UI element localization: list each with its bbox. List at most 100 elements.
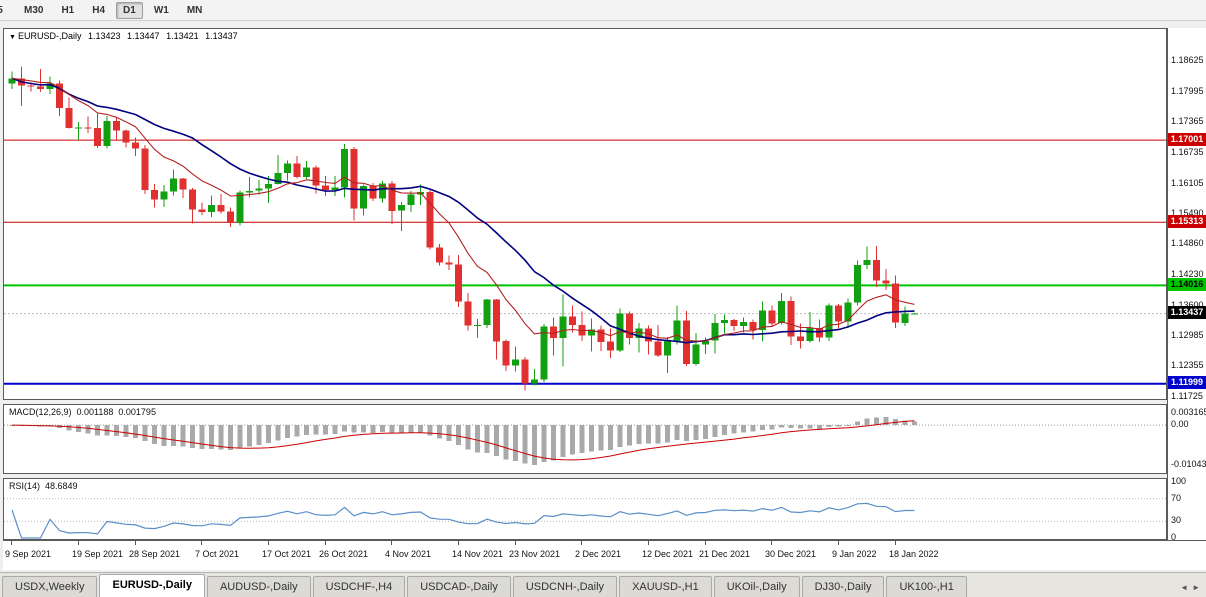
ma-fast-line [11, 77, 915, 342]
chart-tab-usdcnh-daily[interactable]: USDCNH-,Daily [512, 576, 618, 597]
chart-tab-audusd-daily[interactable]: AUDUSD-,Daily [206, 576, 311, 597]
time-axis-label: 4 Nov 2021 [385, 549, 432, 559]
price-axis-label: 1.15490 [1171, 208, 1204, 218]
chart-tab-eurusd-daily[interactable]: EURUSD-,Daily [99, 574, 205, 597]
ma-slow-line [11, 77, 915, 344]
rsi-indicator-pane[interactable] [3, 478, 1167, 540]
chart-marker-icon[interactable]: ▼ [9, 34, 16, 41]
time-axis-label: 12 Dec 2021 [642, 549, 694, 559]
price-axis-label: 1.17365 [1171, 116, 1204, 126]
time-axis-tick [268, 541, 269, 545]
timeframe-button-w1[interactable]: W1 [153, 4, 169, 16]
price-axis-label: 1.14230 [1171, 269, 1204, 279]
time-axis-tick [705, 541, 706, 545]
rsi-value: 48.6849 [45, 481, 78, 491]
timeframe-button-h4[interactable]: H4 [92, 4, 106, 16]
time-axis-tick [391, 541, 392, 545]
time-axis-tick [11, 541, 12, 545]
candlestick-series [8, 66, 918, 391]
tab-scroll-right-icon[interactable]: ► [1192, 583, 1200, 592]
time-axis-tick [325, 541, 326, 545]
time-axis-tick [515, 541, 516, 545]
rsi-chart [4, 498, 1166, 539]
price-axis-label: 1.14860 [1171, 238, 1204, 248]
chart-tab-ukoil-daily[interactable]: UKOil-,Daily [713, 576, 800, 597]
rsi-axis-label: 70 [1171, 493, 1182, 503]
time-axis-tick [78, 541, 79, 545]
hline-price-badge: 1.11999 [1168, 376, 1206, 389]
time-axis-label: 26 Oct 2021 [319, 549, 369, 559]
hline-price-badge: 1.17001 [1168, 133, 1206, 146]
time-axis-label: 23 Nov 2021 [509, 549, 561, 559]
macd-axis-label: 0.00 [1171, 419, 1189, 429]
chart-tab-usdchf-h4[interactable]: USDCHF-,H4 [312, 576, 406, 597]
chart-tab-uk100-h1[interactable]: UK100-,H1 [886, 576, 967, 597]
macd-histogram [9, 417, 917, 465]
macd-signal-line [11, 420, 915, 461]
time-axis-tick [581, 541, 582, 545]
time-axis-label: 30 Dec 2021 [765, 549, 817, 559]
macd-name-label: MACD(12,26,9) [9, 407, 72, 417]
hline-price-badge: 1.15313 [1168, 215, 1206, 228]
timeframe-button-mn[interactable]: MN [186, 4, 203, 16]
chart-tab-dj30-daily[interactable]: DJ30-,Daily [801, 576, 885, 597]
hline-price-badge: 1.14016 [1168, 278, 1206, 291]
chart-tab-xauusd-h1[interactable]: XAUUSD-,H1 [619, 576, 712, 597]
time-axis-label: 9 Sep 2021 [5, 549, 52, 559]
timeframe-button-d1[interactable]: D1 [116, 1, 143, 19]
chart-tab-usdx-weekly[interactable]: USDX,Weekly [2, 576, 98, 597]
time-axis-tick [135, 541, 136, 545]
price-axis-label: 1.16735 [1171, 147, 1204, 157]
chart-symbol-label: EURUSD-,Daily [17, 31, 82, 41]
price-axis-label: 1.12985 [1171, 330, 1204, 340]
macd-main-value: 0.001188 [76, 407, 114, 417]
price-axis-label: 1.11725 [1171, 391, 1203, 401]
macd-indicator-pane[interactable] [3, 404, 1167, 474]
price-axis-label: 1.16105 [1171, 178, 1204, 188]
chart-tab-bar: USDX,Weekly EURUSD-,Daily AUDUSD-,Daily USD… [0, 572, 1206, 597]
time-axis-label: 17 Oct 2021 [262, 549, 312, 559]
rsi-line [11, 502, 915, 539]
time-axis-label: 2 Dec 2021 [575, 549, 622, 559]
timeframe-button-5[interactable]: 5 [0, 2, 13, 19]
time-axis-tick [648, 541, 649, 545]
timeframe-button-m30[interactable]: M30 [24, 4, 44, 16]
rsi-name-label: RSI(14) [9, 481, 41, 491]
rsi-axis-label: 30 [1171, 515, 1182, 525]
time-axis-tick [838, 541, 839, 545]
timeframe-toolbar: 5 M30 H1 H4 D1 W1 MN [0, 0, 1206, 21]
ohlc-high: 1.13447 [127, 31, 160, 41]
tab-scroll-arrows: ◄ ► [1180, 583, 1206, 597]
time-axis-tick [771, 541, 772, 545]
time-scale[interactable]: 9 Sep 2021 19 Sep 2021 28 Sep 2021 7 Oct 20… [3, 540, 1206, 570]
time-axis-tick [895, 541, 896, 545]
time-axis-label: 21 Dec 2021 [699, 549, 751, 559]
price-chart-pane[interactable] [3, 28, 1167, 400]
tab-scroll-left-icon[interactable]: ◄ [1180, 583, 1189, 592]
time-axis-label: 28 Sep 2021 [129, 549, 181, 559]
time-axis-label: 7 Oct 2021 [195, 549, 240, 559]
current-price-badge: 1.13437 [1168, 306, 1206, 319]
time-axis-tick [458, 541, 459, 545]
rsi-title: RSI(14) 48.6849 [9, 481, 83, 491]
price-axis-label: 1.13600 [1171, 300, 1204, 310]
time-axis-label: 14 Nov 2021 [452, 549, 504, 559]
price-axis-label: 1.18625 [1171, 55, 1204, 65]
macd-axis-label: 0.003165 [1171, 407, 1206, 417]
macd-signal-value: 0.001795 [118, 407, 156, 417]
chart-title: ▼ EURUSD-,Daily 1.13423 1.13447 1.13421 1… [9, 31, 242, 41]
time-axis-tick [201, 541, 202, 545]
time-axis-label: 19 Sep 2021 [72, 549, 124, 559]
macd-axis-label: -0.01043 [1171, 459, 1206, 469]
price-axis-label: 1.17995 [1171, 86, 1204, 96]
timeframe-button-h1[interactable]: H1 [61, 4, 75, 16]
time-axis-label: 18 Jan 2022 [889, 549, 939, 559]
chart-tab-usdcad-daily[interactable]: USDCAD-,Daily [407, 576, 511, 597]
candlestick-chart [4, 66, 1166, 391]
ohlc-low: 1.13421 [166, 31, 199, 41]
macd-title: MACD(12,26,9) 0.001188 0.001795 [9, 407, 161, 417]
ohlc-open: 1.13423 [87, 31, 121, 41]
macd-chart [4, 417, 1166, 465]
price-axis-label: 1.12355 [1171, 360, 1204, 370]
